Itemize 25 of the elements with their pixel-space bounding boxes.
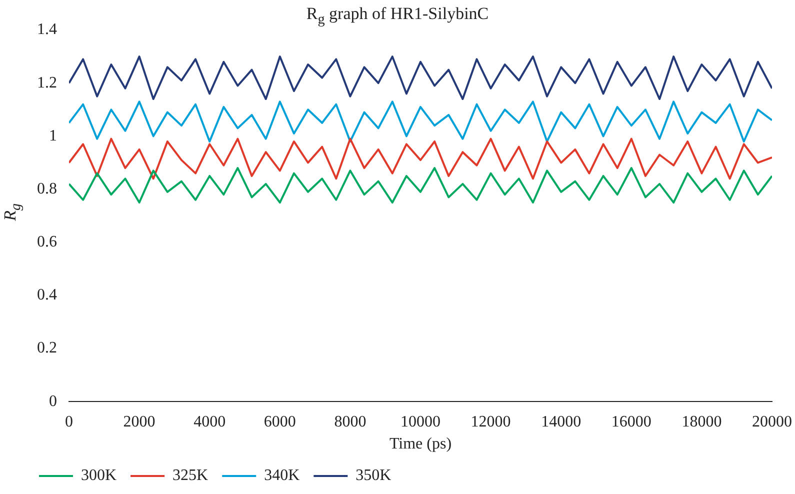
x-tick-label: 2000 xyxy=(123,413,156,430)
legend-label: 300K xyxy=(81,467,117,484)
y-tick-label: 0 xyxy=(49,392,57,410)
y-tick-label: 1 xyxy=(49,127,57,144)
y-tick-label: 0.4 xyxy=(37,286,57,304)
y-tick-label: 0.8 xyxy=(37,180,57,198)
legend-label: 350K xyxy=(356,467,392,484)
legend-label: 325K xyxy=(172,467,209,484)
x-tick-label: 14000 xyxy=(541,413,582,430)
x-tick-label: 6000 xyxy=(264,413,296,430)
x-tick-label: 10000 xyxy=(400,413,440,430)
x-tick-label: 16000 xyxy=(611,413,652,430)
y-tick-label: 1.2 xyxy=(37,74,57,92)
x-tick-label: 0 xyxy=(65,413,73,430)
x-tick-label: 4000 xyxy=(194,413,226,430)
chart-title: R$_{g}$ graph of HR1-SilybinC xyxy=(306,4,489,28)
x-tick-label: 20000 xyxy=(752,413,792,430)
x-tick-label: 18000 xyxy=(682,413,722,430)
y-tick-label: 1.4 xyxy=(37,21,57,38)
x-tick-label: 8000 xyxy=(334,413,366,430)
y-tick-label: 0.2 xyxy=(37,340,57,357)
y-tick-label: 0.6 xyxy=(37,234,57,251)
x-tick-label: 12000 xyxy=(470,413,511,430)
legend-label: 340K xyxy=(264,467,300,484)
x-axis-title: Time (ps) xyxy=(389,436,452,453)
